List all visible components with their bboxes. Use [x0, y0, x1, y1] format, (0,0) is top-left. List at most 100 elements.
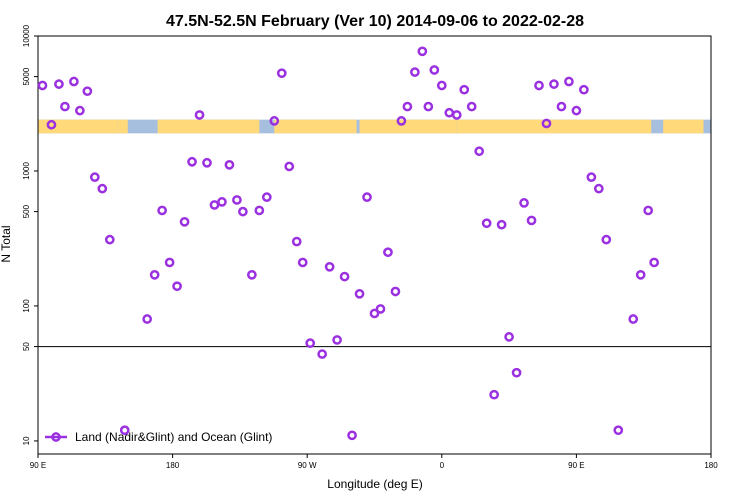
- data-point: [247, 269, 257, 280]
- y-tick-label: 1000: [22, 162, 31, 180]
- data-point: [232, 195, 242, 205]
- data-point: [89, 172, 100, 182]
- data-point: [46, 119, 57, 130]
- x-tick-label: 180: [704, 461, 718, 470]
- data-point: [347, 430, 357, 441]
- chart-title: 47.5N-52.5N February (Ver 10) 2014-09-06…: [166, 13, 584, 30]
- data-point: [119, 425, 130, 436]
- x-axis-label: Longitude (deg E): [327, 477, 422, 491]
- data-point: [526, 215, 537, 226]
- land-ocean-band: [38, 119, 711, 134]
- data-point: [643, 205, 654, 216]
- data-point: [269, 116, 280, 126]
- legend: Land (Nadir&Glint) and Ocean (Glint): [45, 430, 272, 444]
- data-point: [571, 105, 582, 116]
- data-point: [444, 107, 455, 118]
- legend-marker: [51, 432, 61, 442]
- data-point: [179, 216, 190, 227]
- x-tick-label: 90 E: [568, 461, 584, 470]
- x-axis: 90 E 180 90 W 0 90 E 180: [30, 454, 718, 470]
- data-point: [172, 281, 182, 292]
- land-segment: [274, 119, 357, 134]
- data-point: [54, 79, 64, 89]
- data-point: [628, 314, 639, 324]
- data-point: [305, 338, 316, 349]
- data-point: [383, 247, 393, 258]
- data-point: [60, 101, 70, 112]
- y-axis-label: N Total: [0, 225, 13, 262]
- data-point: [417, 46, 428, 57]
- data-point: [635, 269, 646, 280]
- data-point: [339, 271, 350, 282]
- data-point: [564, 76, 574, 87]
- data-point: [354, 288, 365, 299]
- data-point: [481, 218, 492, 229]
- data-point: [149, 269, 160, 280]
- data-point: [82, 86, 93, 97]
- data-point: [164, 257, 175, 268]
- data-point: [410, 67, 420, 77]
- data-point: [601, 234, 612, 245]
- x-tick-label: 0: [440, 461, 445, 470]
- data-point: [217, 197, 227, 207]
- data-point: [375, 304, 386, 314]
- data-point: [474, 146, 485, 157]
- legend-label: Land (Nadir&Glint) and Ocean (Glint): [75, 430, 272, 444]
- data-point: [390, 286, 401, 297]
- y-tick-label: 500: [22, 204, 31, 218]
- data-point: [209, 200, 220, 210]
- data-point: [69, 76, 79, 87]
- data-point: [423, 101, 434, 112]
- data-point: [429, 65, 440, 75]
- y-tick-label: 10: [22, 436, 31, 445]
- x-tick-label: 180: [166, 461, 180, 470]
- data-point: [459, 84, 470, 95]
- data-point: [187, 156, 197, 167]
- land-segment: [359, 119, 457, 134]
- data-point: [396, 116, 407, 126]
- y-tick-label: 100: [22, 299, 31, 313]
- data-point: [104, 234, 115, 245]
- data-point: [261, 192, 272, 202]
- data-point: [436, 80, 447, 91]
- y-tick-label: 10000: [22, 24, 31, 47]
- data-point: [97, 183, 108, 194]
- data-points: [37, 46, 660, 441]
- data-point: [489, 389, 499, 400]
- y-axis: 10 50 100 500 1000 5000 10000: [22, 24, 38, 445]
- data-point: [504, 332, 514, 342]
- data-point: [519, 198, 529, 208]
- data-point: [284, 161, 295, 172]
- x-tick-label: 90 E: [30, 461, 46, 470]
- data-point: [324, 261, 335, 272]
- data-point: [369, 308, 380, 319]
- land-segment: [663, 119, 704, 134]
- data-point: [202, 157, 212, 168]
- data-point: [556, 101, 567, 112]
- data-point: [224, 160, 235, 170]
- data-point: [586, 172, 597, 182]
- data-point: [549, 79, 559, 89]
- data-point: [451, 110, 462, 120]
- data-point: [291, 236, 302, 247]
- data-point: [194, 110, 205, 120]
- land-segment: [38, 119, 118, 134]
- data-point: [238, 206, 248, 217]
- data-point: [276, 68, 287, 79]
- data-point: [157, 205, 167, 216]
- data-point: [332, 335, 342, 345]
- data-point: [37, 80, 48, 91]
- data-point: [511, 367, 522, 378]
- plot-frame: [37, 35, 712, 455]
- data-point: [466, 101, 477, 112]
- land-segment: [456, 119, 652, 134]
- data-point: [75, 105, 85, 116]
- y-tick-label: 5000: [22, 67, 31, 85]
- y-tick-label: 50: [22, 342, 31, 351]
- data-point: [534, 80, 544, 91]
- data-point: [541, 118, 552, 129]
- data-point: [297, 257, 308, 268]
- data-point: [362, 192, 372, 202]
- data-point: [317, 349, 328, 359]
- data-point: [593, 183, 604, 194]
